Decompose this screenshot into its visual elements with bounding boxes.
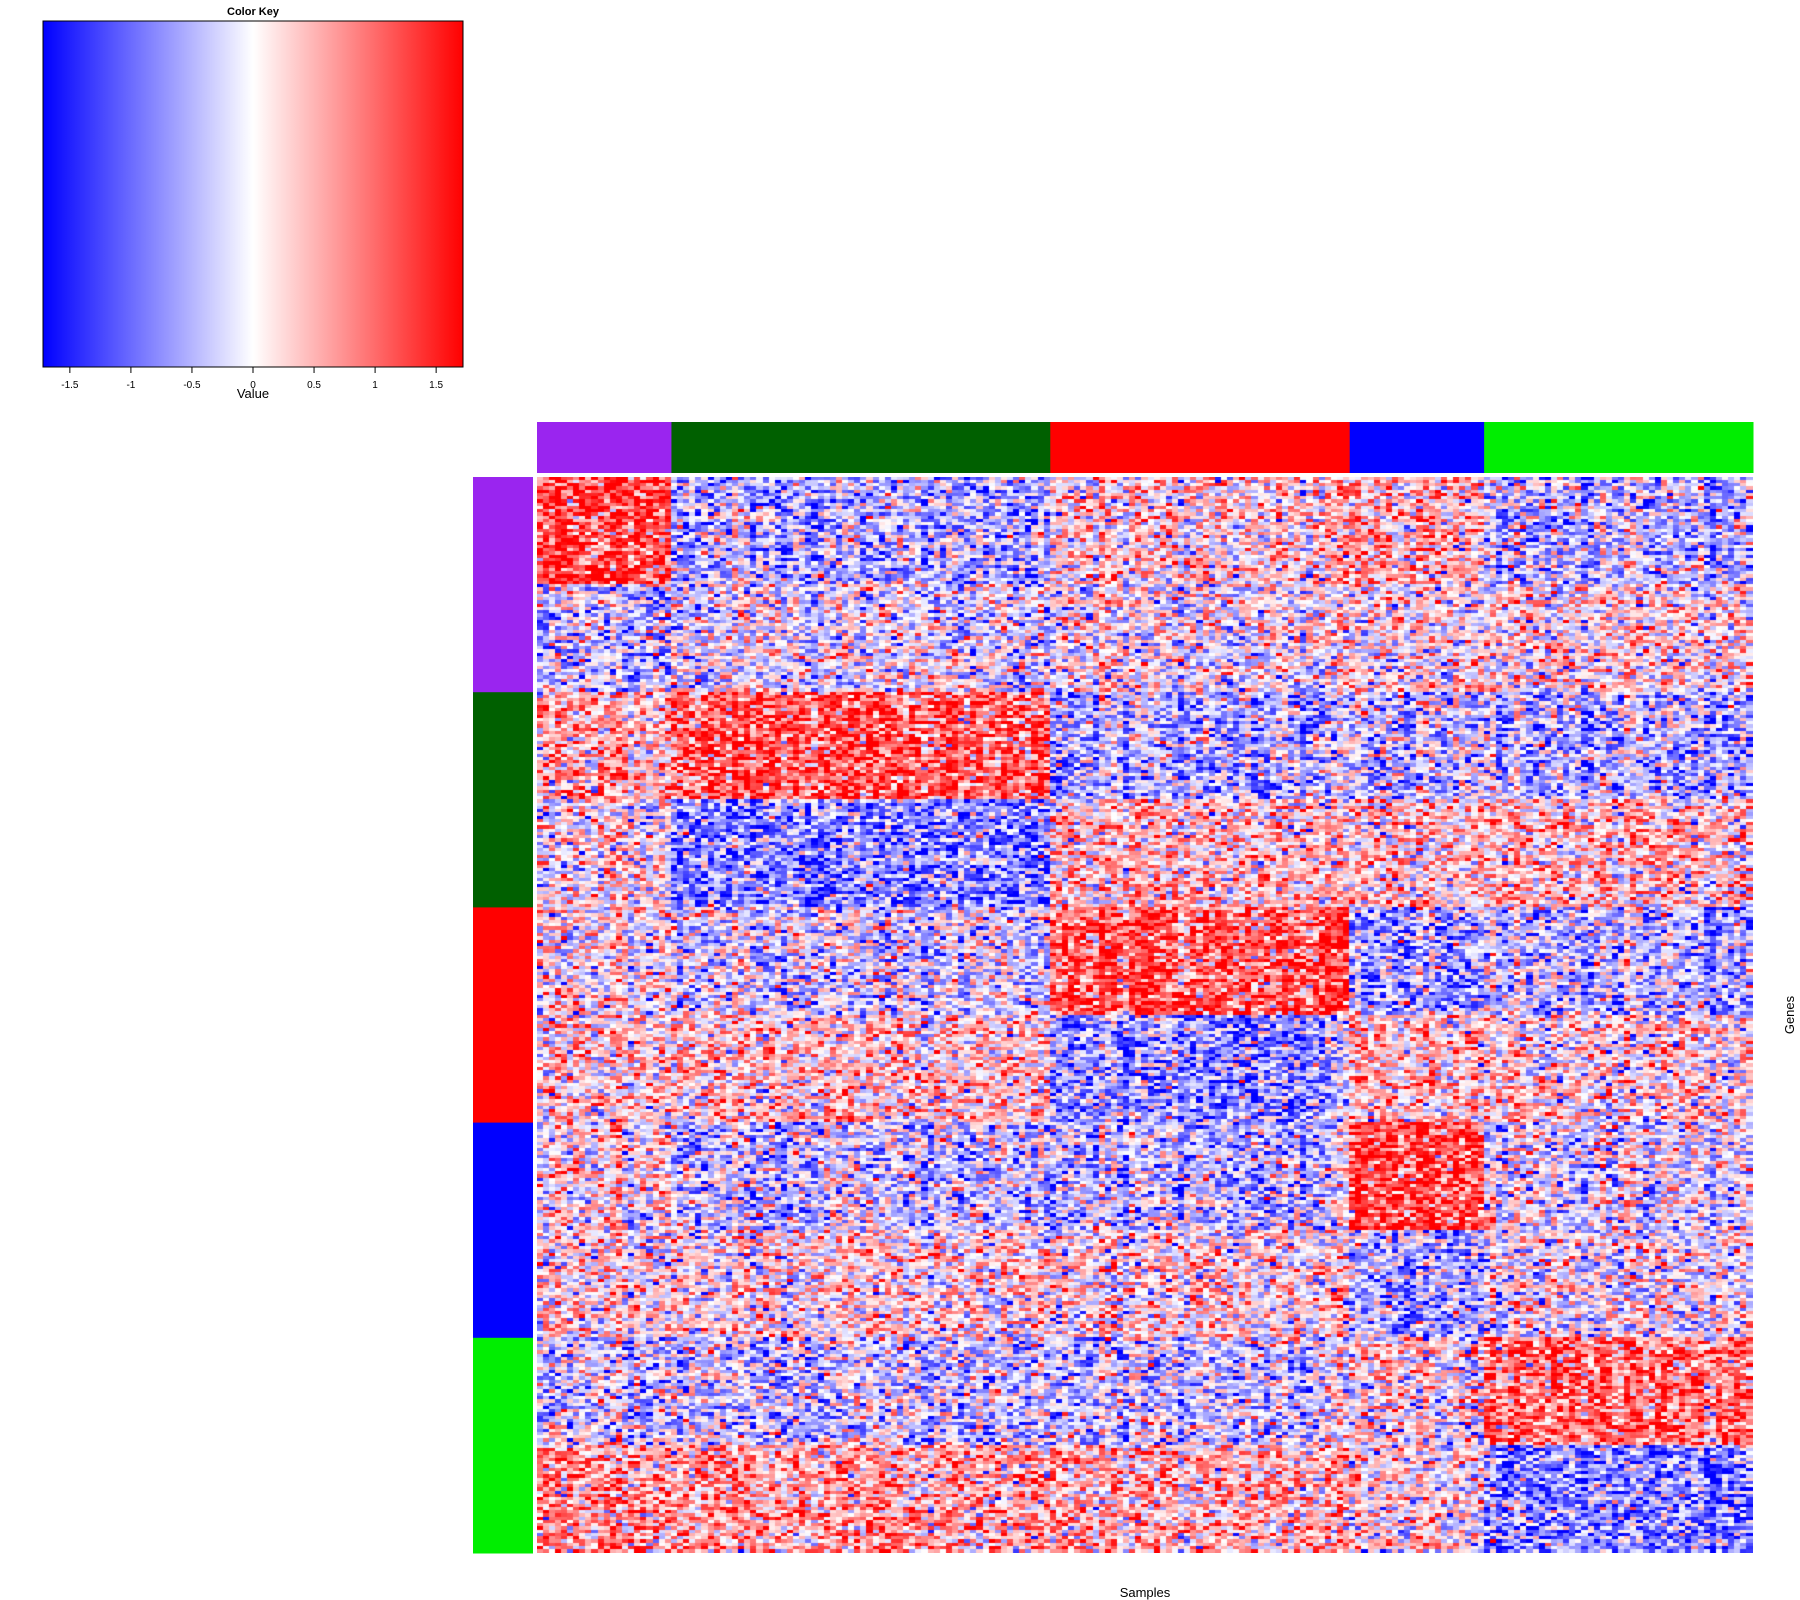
color-key-gradient (42, 20, 464, 368)
column-group-G3 (1050, 422, 1351, 473)
column-group-G5 (1484, 422, 1754, 473)
color-key-tick-label: 1.5 (429, 380, 443, 391)
color-key-ticks: -1.5 -1 -0.5 0 0.5 1 1.5 (61, 367, 444, 391)
x-axis-label: Samples (1120, 1585, 1171, 1600)
column-side-colors (537, 422, 1754, 473)
heatmap-body-container (537, 477, 1753, 1553)
color-key-tick-label: 0.5 (307, 380, 321, 391)
color-key-tick-label: 1 (372, 380, 378, 391)
row-group-G3 (473, 907, 533, 1124)
column-group-G1 (537, 422, 672, 473)
y-axis-label: Genes (1782, 995, 1797, 1034)
column-group-G2 (671, 422, 1051, 473)
row-group-G1 (473, 477, 533, 693)
color-key-tick-label: -1 (126, 380, 135, 391)
color-key: Color Key -1.5 -1 -0.5 0 0.5 1 1.5 Value (42, 6, 464, 401)
color-key-tick-label: -1.5 (61, 380, 79, 391)
column-group-G4 (1349, 422, 1485, 473)
row-side-colors (473, 477, 533, 1554)
heatmap-body (537, 477, 1753, 1553)
row-group-G4 (473, 1122, 533, 1339)
color-key-title: Color Key (227, 6, 280, 18)
row-group-G5 (473, 1337, 533, 1554)
color-key-tick-label: 0 (250, 380, 256, 391)
row-group-G2 (473, 692, 533, 908)
color-key-tick-label: -0.5 (183, 380, 201, 391)
color-key-value-label: Value (237, 386, 269, 401)
